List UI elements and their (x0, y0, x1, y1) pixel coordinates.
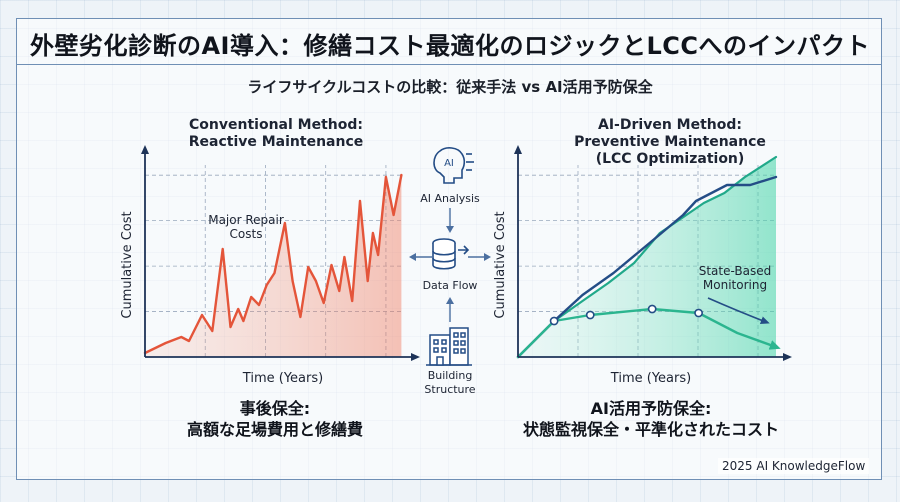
flow-arrow-left-head (409, 253, 416, 261)
state-monitoring-annotation-line1: State-Based (699, 264, 772, 278)
page-title: 外壁劣化診断のAI導入：修繕コスト最適化のロジックとLCCへのインパクト (29, 32, 871, 60)
major-repair-annotation-line2: Costs (230, 227, 263, 241)
data-flow-graphic: AI (409, 147, 491, 366)
conventional-title-line1: Conventional Method: (189, 117, 363, 133)
building-label-line2: Structure (424, 383, 476, 396)
conventional-caption-line2: 高額な足場費用と修繕費 (186, 420, 363, 439)
conventional-chart-title: Conventional Method: Reactive Maintenanc… (146, 117, 406, 151)
database-icon (432, 238, 470, 270)
ai-y-axis-label: Cumulative Cost (493, 211, 508, 318)
ai-title-line1: AI-Driven Method: (598, 117, 742, 133)
series-line-1 (516, 175, 778, 359)
data-flow-column: AI AI Analysis Data Flo (396, 140, 504, 400)
footer-credit: 2025 AI KnowledgeFlow (718, 458, 870, 474)
monitoring-point (647, 304, 657, 314)
monitoring-point (694, 308, 703, 318)
building-icon (426, 327, 472, 366)
flow-arrow-down-head (446, 226, 454, 233)
conventional-cost-chart (141, 145, 420, 361)
flow-arrow-right-head (484, 253, 491, 261)
ai-caption-line2: 状態監視保全・平準化されたコスト (522, 420, 779, 439)
series-line-0 (143, 173, 403, 355)
monitoring-point (585, 310, 595, 320)
ai-x-axis-label: Time (Years) (610, 371, 691, 386)
conventional-x-axis-label: Time (Years) (242, 371, 323, 386)
major-repair-annotation-line1: Major Repair (208, 213, 284, 227)
conventional-caption: 事後保全: 高額な足場費用と修繕費 (110, 398, 440, 440)
monitoring-arrow (707, 297, 770, 324)
page-subtitle: ライフサイクルコストの比較：従来手法 vs AI活用予防保全 (247, 78, 653, 96)
ai-chart-title: AI-Driven Method: Preventive Maintenance… (540, 117, 800, 168)
ai-head-icon: AI (433, 147, 474, 184)
ai-caption-line1: AI活用予防保全: (590, 399, 712, 418)
ai-title-line2: Preventive Maintenance (574, 134, 766, 150)
conventional-y-axis-label: Cumulative Cost (120, 211, 135, 318)
building-label-line1: Building (427, 369, 473, 382)
series-area-0 (145, 175, 402, 357)
conventional-title-line2: Reactive Maintenance (188, 134, 364, 150)
monitoring-point (549, 316, 559, 326)
conventional-caption-line1: 事後保全: (239, 399, 311, 418)
data-flow-label: Data Flow (422, 279, 478, 292)
series-area-0 (518, 157, 776, 357)
state-monitoring-annotation-line2: Monitoring (703, 278, 767, 292)
ai-analysis-label: AI Analysis (420, 192, 480, 205)
svg-text:AI: AI (444, 158, 454, 169)
ai-title-line3: (LCC Optimization) (595, 151, 745, 167)
flow-arrow-up-head (446, 297, 454, 304)
ai-caption: AI活用予防保全: 状態監視保全・平準化されたコスト (486, 398, 816, 440)
ai-cost-chart (514, 145, 792, 361)
title-divider (16, 64, 882, 65)
